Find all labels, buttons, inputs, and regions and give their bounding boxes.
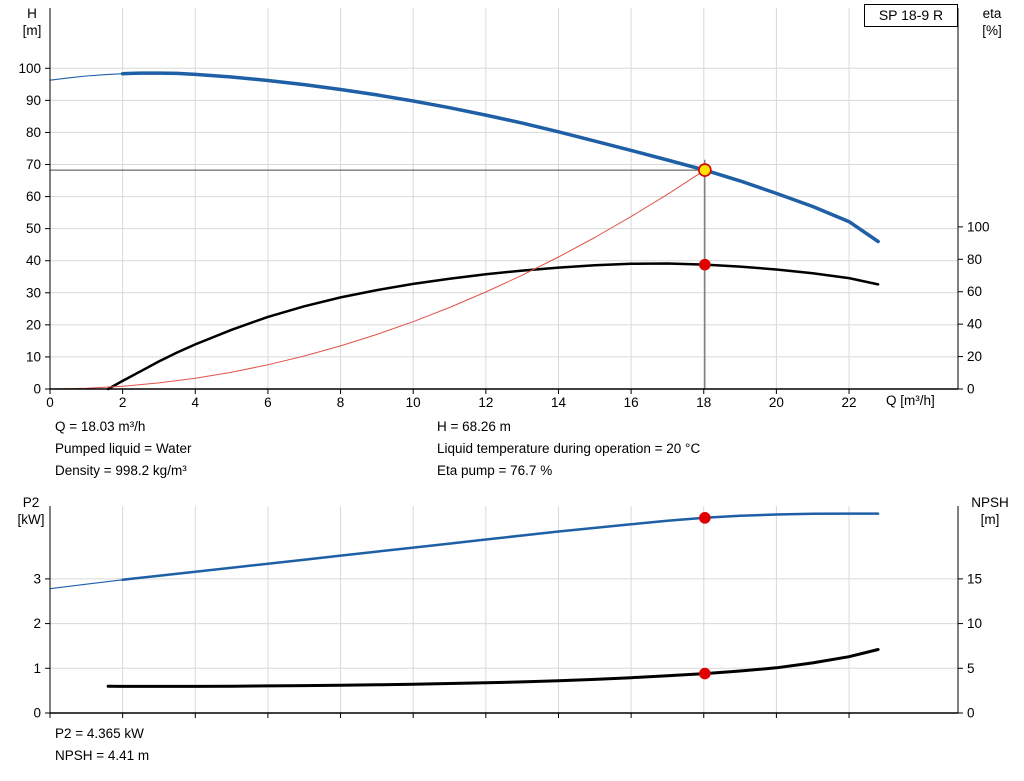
x-tick-label: 16	[624, 395, 639, 410]
right-tick-label: 15	[967, 571, 982, 586]
x-tick-label: 22	[842, 395, 857, 410]
right-tick-label: 0	[967, 706, 975, 721]
right-tick-label: 0	[967, 382, 975, 397]
p2-curve-line	[121, 512, 880, 582]
duty-point-npsh[interactable]	[699, 667, 711, 680]
left-tick-label: 20	[26, 317, 41, 332]
x-tick-label: 10	[406, 395, 421, 410]
h-axis-title-symbol: H	[27, 6, 37, 21]
x-tick-label: 4	[192, 395, 200, 410]
h-axis-title-unit: [m]	[22, 23, 42, 38]
left-tick-label: 50	[26, 221, 41, 236]
duty-point-head[interactable]	[698, 163, 712, 177]
eta-axis-title: eta [%]	[968, 5, 1016, 39]
x-tick-label: 14	[551, 395, 567, 410]
left-tick-label: 80	[26, 125, 41, 140]
right-tick-label: 100	[967, 219, 990, 234]
left-tick-label: 40	[26, 253, 41, 268]
left-tick-label: 2	[33, 616, 41, 631]
left-tick-label: 60	[26, 189, 41, 204]
efficiency-curve-line	[106, 262, 880, 391]
annotation-pumped-liquid: Pumped liquid = Water	[55, 441, 192, 456]
p2-axis-title-symbol: P2	[22, 495, 40, 510]
p2-axis-title: P2 [kW]	[8, 494, 54, 528]
q-axis-title: Q [m³/h]	[886, 393, 935, 408]
annotation-q: Q = 18.03 m³/h	[55, 419, 146, 434]
right-tick-label: 60	[967, 284, 982, 299]
duty-point-eta[interactable]	[699, 258, 711, 271]
x-tick-label: 6	[264, 395, 272, 410]
annotation-h: H = 68.26 m	[437, 419, 511, 434]
annotation-liquid-temp: Liquid temperature during operation = 20…	[437, 441, 701, 456]
right-tick-label: 20	[967, 349, 982, 364]
p2-npsh-chart: 0 1 2 3 0 5 10 15	[33, 506, 982, 721]
eta-axis-title-symbol: eta	[982, 6, 1002, 21]
head-curve-line	[49, 73, 124, 81]
duty-point-p2[interactable]	[699, 512, 711, 524]
left-tick-label: 0	[33, 382, 41, 397]
left-tick-label: 0	[33, 706, 41, 721]
left-tick-label: 3	[33, 571, 41, 586]
pump-type-box: SP 18-9 R	[864, 4, 958, 27]
head-curve-line	[120, 71, 880, 244]
npsh-axis-title-symbol: NPSH	[971, 495, 1009, 510]
p2-axis-title-unit: [kW]	[17, 512, 45, 527]
x-tick-label: 2	[119, 395, 127, 410]
annotation-p2: P2 = 4.365 kW	[55, 726, 144, 741]
x-tick-label: 8	[337, 395, 345, 410]
x-tick-label: 0	[46, 395, 54, 410]
h-axis-title: H [m]	[12, 5, 52, 39]
left-tick-label: 100	[18, 61, 41, 76]
duty-parabola-line	[49, 169, 706, 390]
npsh-axis-title-unit: [m]	[980, 512, 1000, 527]
x-tick-label: 12	[478, 395, 493, 410]
left-tick-label: 90	[26, 93, 41, 108]
annotation-density: Density = 998.2 kg/m³	[55, 463, 187, 478]
left-tick-label: 70	[26, 157, 41, 172]
x-tick-label: 18	[696, 395, 711, 410]
p2-curve-line	[49, 579, 124, 590]
x-tick-label: 20	[769, 395, 784, 410]
npsh-axis-title: NPSH [m]	[962, 494, 1018, 528]
right-tick-label: 80	[967, 252, 982, 267]
right-tick-label: 40	[967, 317, 982, 332]
left-tick-label: 10	[26, 349, 41, 364]
left-tick-label: 1	[33, 661, 41, 676]
right-tick-label: 10	[967, 616, 982, 631]
right-tick-label: 5	[967, 661, 975, 676]
npsh-curve-line	[106, 648, 880, 688]
qh-efficiency-chart: 0 10 20 30 40 50 60 70 80 90 100 0 20 40 60 80 100 0 2 4 6 8 1…	[18, 8, 990, 410]
annotation-npsh: NPSH = 4.41 m	[55, 748, 150, 763]
annotation-eta-pump: Eta pump = 76.7 %	[437, 463, 553, 478]
left-tick-label: 30	[26, 285, 41, 300]
eta-axis-title-unit: [%]	[982, 23, 1002, 38]
